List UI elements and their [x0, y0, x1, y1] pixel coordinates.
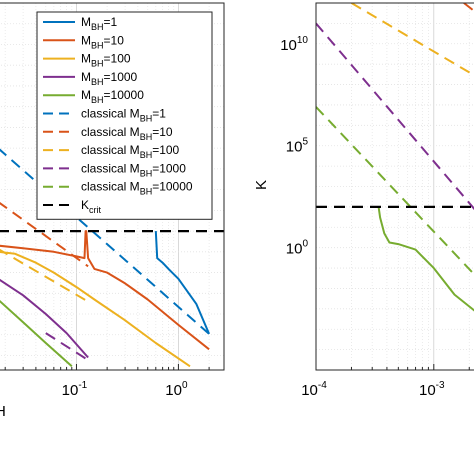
- series-line: [377, 206, 474, 312]
- series-line: [0, 251, 191, 368]
- legend-entry: classical MBH=1000: [81, 161, 186, 178]
- x-axis-label: H: [0, 403, 6, 420]
- x-tick-label: 10-1: [62, 380, 88, 399]
- series-line: [0, 299, 73, 368]
- classical-series-line: [463, 3, 474, 13]
- legend-entry: Kcrit: [81, 198, 102, 215]
- legend-box: [36, 11, 213, 220]
- legend-entry: MBH=10: [81, 33, 124, 50]
- x-tick-label: 10-3: [419, 380, 445, 399]
- classical-series-line: [45, 332, 89, 361]
- classical-series-line: [350, 3, 474, 77]
- classical-series-line: [0, 148, 210, 335]
- legend-entry: classical MBH=1: [81, 107, 166, 124]
- grid: [316, 3, 474, 370]
- series-line: [0, 230, 210, 351]
- classical-series-line: [316, 106, 474, 275]
- legend-entry: classical MBH=10: [81, 125, 173, 142]
- x-tick-label: 100: [165, 380, 188, 399]
- series-line: [0, 278, 89, 359]
- series-group: [316, 3, 474, 312]
- legend-entry: MBH=100: [81, 52, 131, 69]
- series-line: [154, 231, 211, 335]
- axes-box: [0, 2, 225, 371]
- y-tick-label: 1010: [280, 35, 308, 54]
- legend-entry: classical MBH=10000: [81, 180, 193, 197]
- axes-box: [315, 2, 474, 371]
- legend-entry: MBH=1: [81, 15, 118, 32]
- classical-series-line: [316, 22, 474, 211]
- x-tick-label: 10-4: [301, 380, 327, 399]
- legend-entry: MBH=10000: [81, 88, 144, 105]
- legend-entry: MBH=1000: [81, 70, 138, 87]
- right-plot-panel: 10-4 10-3 100 105 1010 K: [253, 2, 474, 399]
- y-tick-label: 100: [286, 239, 309, 258]
- legend-entry: classical MBH=100: [81, 143, 180, 160]
- y-axis-label: K: [253, 180, 270, 190]
- series-group: [0, 148, 211, 368]
- y-tick-label: 105: [286, 137, 309, 156]
